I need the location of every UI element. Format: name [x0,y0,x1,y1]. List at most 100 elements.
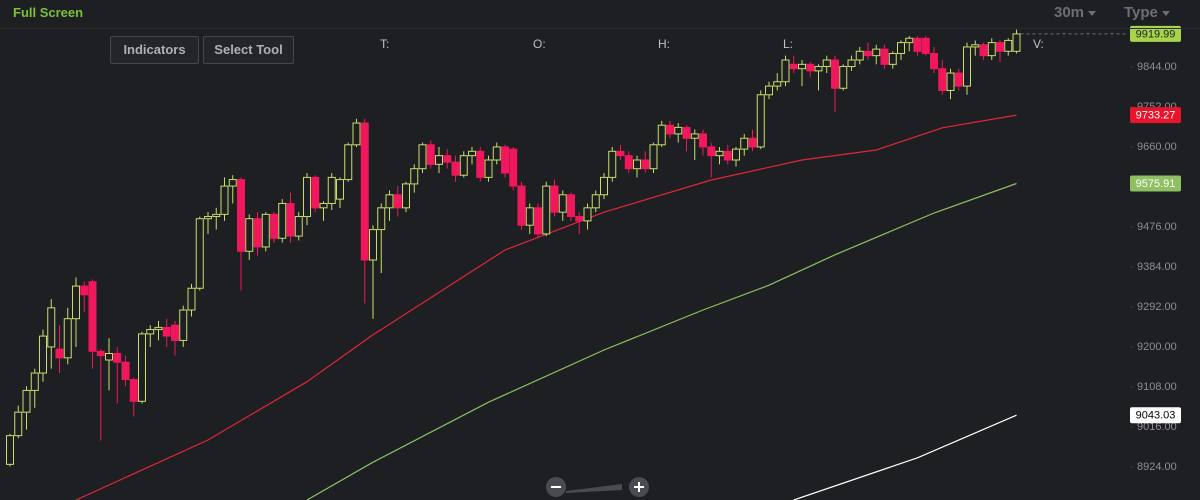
candle-body [723,150,732,161]
candle-body [63,318,72,359]
candle-body [616,150,625,157]
candle-body [129,379,138,402]
y-tick-label: 9200.00 [1137,341,1177,353]
candle-body [583,207,592,222]
candle-body [360,122,369,261]
candle-body [963,46,971,87]
candle-body [402,183,410,209]
candle-body [921,37,930,54]
candle-body [30,372,39,391]
y-tick-label: 9476.00 [1137,221,1177,233]
candle-body [624,155,633,170]
y-tick-label: 9016.00 [1137,421,1177,433]
candle-body [187,287,196,311]
candle-body [327,176,336,204]
interval-select[interactable]: 30m [1054,4,1097,21]
candle-body [146,329,155,335]
candle-body [591,194,600,209]
indicators-button[interactable]: Indicators [110,36,199,64]
ohlc-label: H: [658,37,670,51]
moving-average-line [793,414,1017,500]
candle-body [303,176,311,218]
candle-body [245,218,254,252]
candle-body [517,185,526,226]
candle-body [88,281,97,352]
interval: 30m [1054,4,1085,21]
type-label: Type [1124,4,1158,21]
ohlc-label: V: [1033,37,1044,51]
candle-body [105,352,113,361]
candle-body [319,202,328,209]
candle-body [525,207,534,226]
candle-body [195,218,204,289]
candle-body [6,435,14,465]
candle-body [22,389,31,413]
candle-body [699,133,707,148]
candle-body [220,185,229,215]
candle-body [674,126,683,135]
candle-body [476,150,485,178]
candle-body [888,52,897,65]
candle-body [575,216,584,222]
candle-body [732,148,740,161]
top-bar: Full Screen 30m Type [0,0,1200,29]
candle-body [278,202,287,239]
candle-body [121,361,130,381]
candle-body [311,176,320,209]
y-tick-label: 9660.00 [1137,141,1177,153]
candle-body [393,194,402,209]
candle-body [410,168,419,185]
price-badge [1130,107,1181,124]
price-badge [1130,407,1181,424]
candle-body [740,137,749,150]
candle-body [781,59,790,83]
candle-body [484,159,493,178]
select-tool-button[interactable]: Select Tool [203,36,294,64]
type-select[interactable]: Type [1124,4,1170,21]
price-badge-label: 9733.27 [1136,110,1176,122]
candle-body [773,81,782,87]
y-tick-label: 8924.00 [1137,461,1177,473]
candle-body [814,66,823,72]
ohlc-label: O: [533,37,546,51]
candle-body [80,285,89,296]
full-screen[interactable]: Full Screen [13,5,84,20]
candle-body [344,144,353,181]
candle-body [418,144,427,170]
candle-body [47,307,56,348]
price-badge-label: 9575.91 [1136,178,1176,190]
candle-body [171,324,179,341]
candle-body [154,326,163,331]
candle-body [633,159,641,170]
candle-body [756,94,765,148]
candle-body [443,155,452,163]
candle-body [567,194,575,218]
candle-body [847,59,856,68]
candle-body [715,150,724,157]
candle-body [608,150,617,178]
candle-body [377,207,386,231]
y-tick-label: 9292.00 [1137,301,1177,313]
candle-body [336,179,344,200]
candle-body [765,85,773,96]
y-tick-label: 9108.00 [1137,381,1177,393]
candle-body [468,150,476,157]
candle-body [806,63,815,72]
candle-body [748,137,757,148]
candle-body [501,146,509,174]
candle-body [253,218,262,248]
candle-body [451,161,460,176]
candle-body [352,122,361,146]
candle-body [39,335,47,374]
candle-body [385,194,394,209]
candle-body [839,66,848,89]
y-tick-label: 9384.00 [1137,261,1177,273]
candle-body [872,48,881,57]
candle-body [1012,33,1021,52]
price-badge-label: 9043.03 [1136,410,1176,422]
candle-body [162,326,171,337]
candle-body [938,68,947,91]
candle-body [657,124,666,146]
candle-body [542,185,551,235]
